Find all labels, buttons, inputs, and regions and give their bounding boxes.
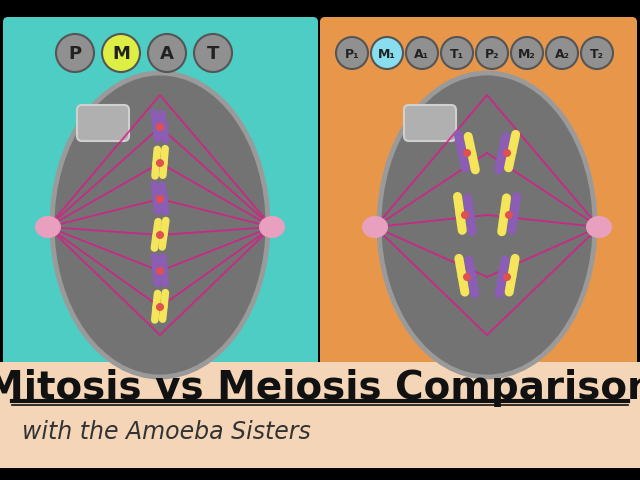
Circle shape <box>406 37 438 69</box>
Bar <box>0 362 640 468</box>
Ellipse shape <box>379 73 595 377</box>
Text: P: P <box>68 45 81 63</box>
Circle shape <box>511 37 543 69</box>
Circle shape <box>581 37 613 69</box>
Ellipse shape <box>35 216 61 238</box>
Circle shape <box>463 149 471 157</box>
Ellipse shape <box>586 216 612 238</box>
Text: T₁: T₁ <box>450 48 464 60</box>
Text: M: M <box>112 45 130 63</box>
Circle shape <box>102 34 140 72</box>
FancyBboxPatch shape <box>3 17 318 367</box>
Ellipse shape <box>362 216 388 238</box>
Circle shape <box>503 149 511 157</box>
Circle shape <box>156 195 164 203</box>
Text: A: A <box>160 45 174 63</box>
Circle shape <box>503 273 511 281</box>
Circle shape <box>194 34 232 72</box>
Text: Mitosis vs Meiosis Comparison: Mitosis vs Meiosis Comparison <box>0 369 640 407</box>
Text: M₂: M₂ <box>518 48 536 60</box>
FancyBboxPatch shape <box>320 17 637 367</box>
Text: T₂: T₂ <box>590 48 604 60</box>
Circle shape <box>546 37 578 69</box>
Circle shape <box>371 37 403 69</box>
Ellipse shape <box>259 216 285 238</box>
Text: M₁: M₁ <box>378 48 396 60</box>
Circle shape <box>148 34 186 72</box>
Circle shape <box>505 211 513 219</box>
Text: P₁: P₁ <box>345 48 359 60</box>
Circle shape <box>156 123 164 131</box>
Text: A₁: A₁ <box>415 48 429 60</box>
Circle shape <box>56 34 94 72</box>
Text: with the Amoeba Sisters: with the Amoeba Sisters <box>22 420 311 444</box>
Text: P₂: P₂ <box>484 48 499 60</box>
Circle shape <box>463 273 471 281</box>
Ellipse shape <box>52 73 268 377</box>
FancyBboxPatch shape <box>77 105 129 141</box>
Circle shape <box>156 231 164 239</box>
FancyBboxPatch shape <box>404 105 456 141</box>
Circle shape <box>156 267 164 275</box>
Text: A₂: A₂ <box>554 48 570 60</box>
Circle shape <box>336 37 368 69</box>
Circle shape <box>156 159 164 167</box>
Circle shape <box>461 211 469 219</box>
Circle shape <box>156 303 164 311</box>
Circle shape <box>441 37 473 69</box>
Text: T: T <box>207 45 219 63</box>
Circle shape <box>476 37 508 69</box>
